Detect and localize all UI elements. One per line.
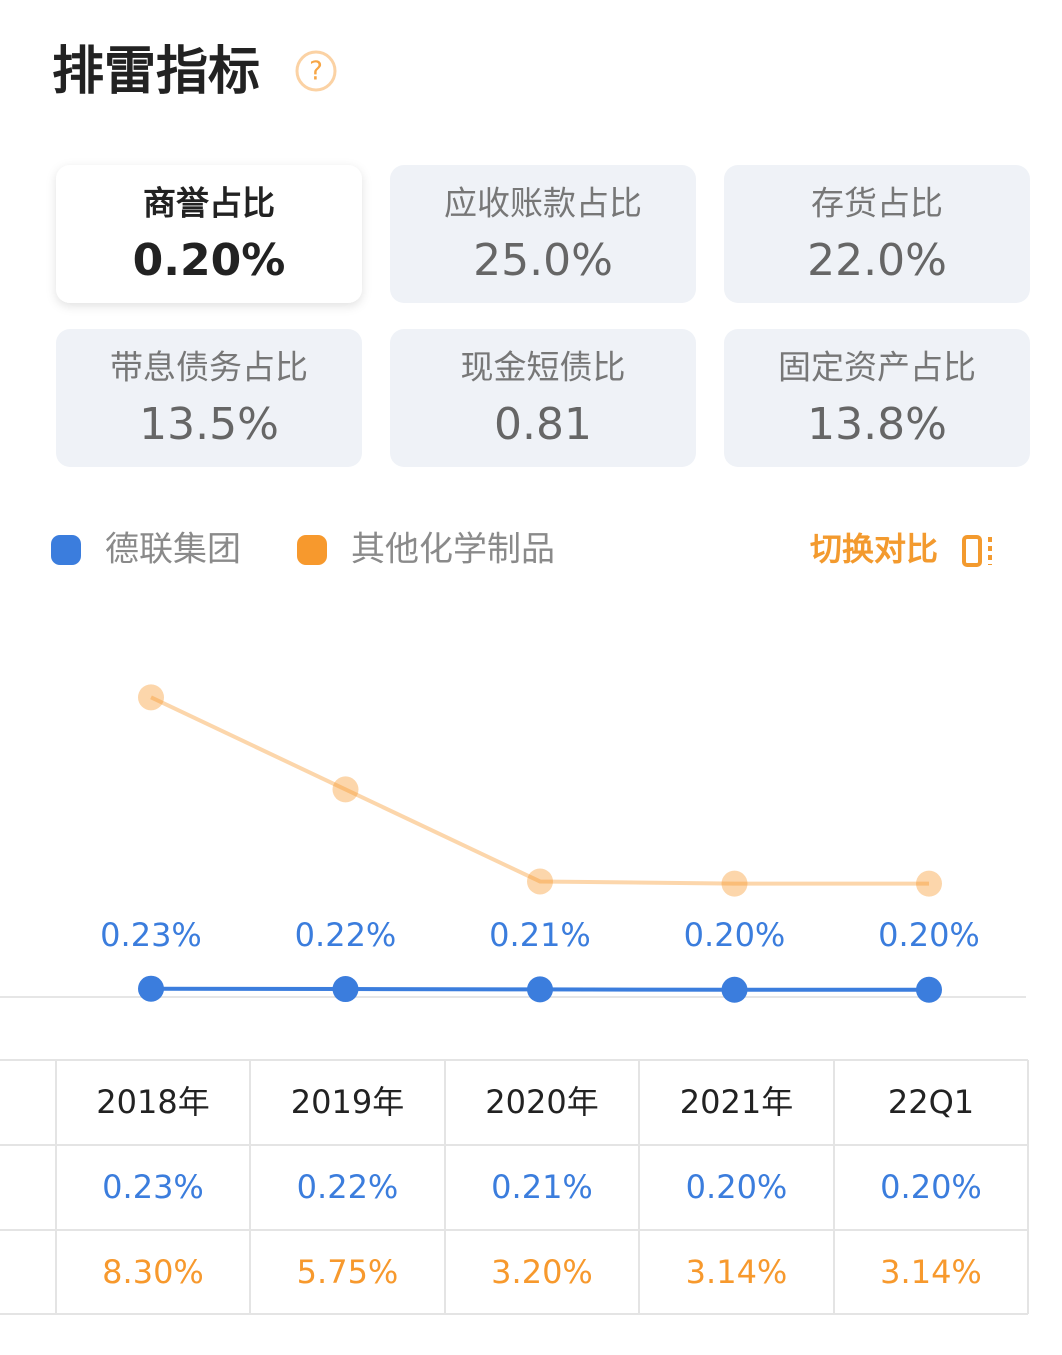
table-header: 2018年	[96, 1083, 209, 1121]
legend-label: 德联集团	[105, 530, 241, 570]
table-cell: 0.20%	[686, 1168, 788, 1206]
data-point	[721, 870, 748, 897]
legend-swatch	[297, 535, 327, 565]
metric-card[interactable]	[724, 165, 1030, 303]
toggle-icon[interactable]	[962, 535, 982, 567]
data-point	[332, 976, 359, 1003]
data-label: 0.22%	[295, 916, 397, 954]
metric-label: 固定资产占比	[778, 348, 976, 387]
data-label: 0.20%	[684, 916, 786, 954]
metric-label: 应收账款占比	[444, 184, 642, 223]
table-cell: 0.22%	[297, 1168, 399, 1206]
toggle-compare[interactable]: 切换对比	[810, 530, 938, 568]
data-point	[916, 870, 942, 897]
data-point	[527, 976, 553, 1003]
help-icon[interactable]	[295, 50, 337, 92]
table-cell: 3.14%	[880, 1253, 982, 1291]
table-cell: 3.20%	[491, 1253, 593, 1291]
metric-card[interactable]	[56, 329, 362, 467]
metric-value: 13.5%	[139, 399, 279, 450]
metric-value: 0.20%	[133, 235, 286, 286]
table-cell: 8.30%	[102, 1253, 204, 1291]
table-cell: 3.14%	[686, 1253, 788, 1291]
series-line	[150, 695, 929, 886]
metric-value: 13.8%	[807, 399, 947, 450]
table-cell: 0.20%	[880, 1168, 982, 1206]
metric-card[interactable]	[724, 329, 1030, 467]
table-header: 2020年	[485, 1083, 598, 1121]
metric-value: 22.0%	[807, 235, 947, 286]
data-point	[138, 975, 164, 1002]
metric-label: 存货占比	[811, 184, 943, 223]
data-label: 0.20%	[878, 916, 980, 954]
page-title: 排雷指标	[52, 42, 260, 102]
data-point	[332, 776, 359, 803]
legend-label: 其他化学制品	[351, 530, 555, 570]
data-label: 0.21%	[489, 916, 591, 954]
metric-label: 带息债务占比	[110, 348, 308, 387]
table-cell: 0.21%	[491, 1168, 593, 1206]
table-cell: 0.23%	[102, 1168, 204, 1206]
data-point	[527, 868, 553, 895]
metric-label: 商誉占比	[143, 184, 275, 223]
table-header: 22Q1	[888, 1083, 974, 1121]
data-point	[916, 976, 942, 1003]
metric-label: 现金短债比	[461, 348, 626, 387]
help-mark[interactable]: ?	[309, 57, 323, 87]
table-header: 2019年	[291, 1083, 404, 1121]
metric-card[interactable]	[56, 165, 362, 303]
table-cell: 5.75%	[297, 1253, 399, 1291]
table-header: 2021年	[680, 1083, 793, 1121]
metric-card[interactable]	[390, 165, 696, 303]
metric-value: 0.81	[494, 399, 592, 450]
data-label: 0.23%	[100, 916, 202, 954]
metric-value: 25.0%	[473, 235, 613, 286]
data-point	[138, 684, 164, 711]
metric-card[interactable]	[390, 329, 696, 467]
data-point	[721, 976, 748, 1003]
legend-swatch	[51, 535, 81, 565]
